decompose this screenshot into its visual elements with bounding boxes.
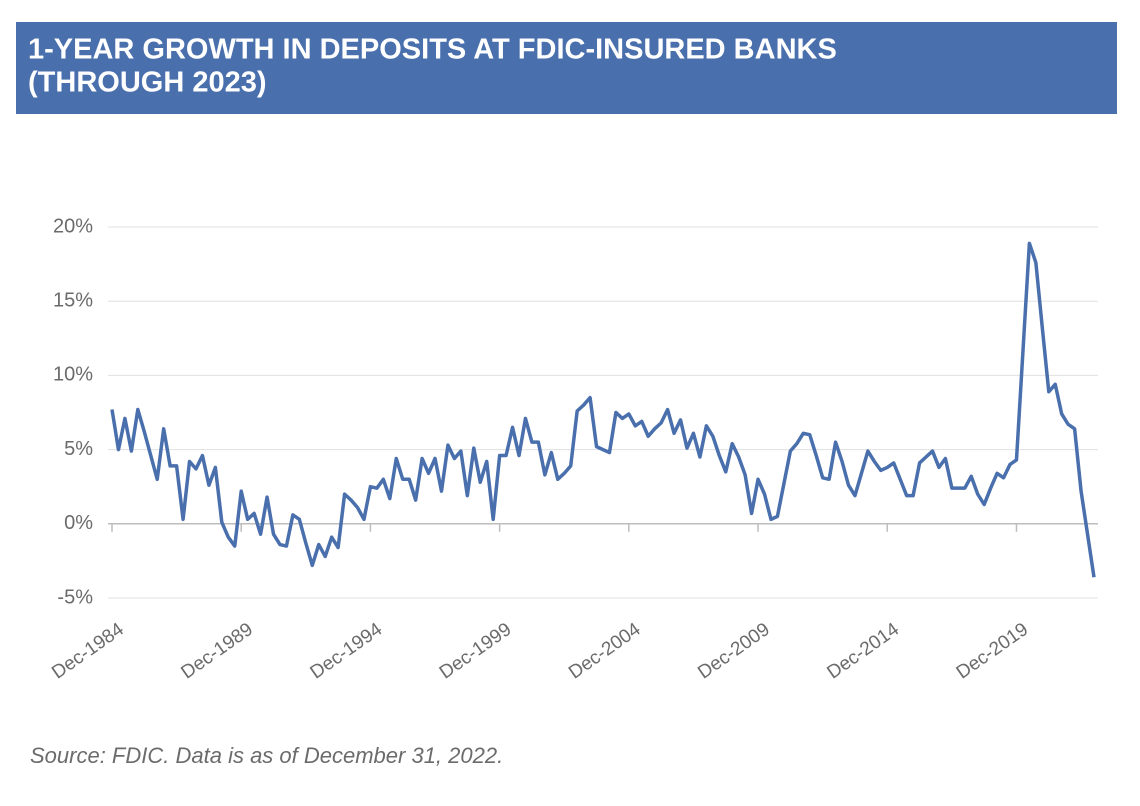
- y-tick-label: 20%: [53, 215, 93, 237]
- y-tick-label: 15%: [53, 289, 93, 311]
- title-band: [16, 22, 1117, 114]
- x-tick-label: Dec-2009: [694, 619, 774, 683]
- x-tick-label: Dec-1984: [48, 619, 128, 684]
- data-line: [110, 241, 1096, 578]
- x-tick-label: Dec-2019: [953, 619, 1033, 683]
- source-note: Source: FDIC. Data is as of December 31,…: [30, 743, 503, 768]
- y-tick-label: 5%: [64, 438, 93, 460]
- x-tick-label: Dec-1989: [177, 619, 257, 683]
- y-tick-label: 0%: [64, 512, 93, 534]
- x-tick-label: Dec-1994: [307, 619, 387, 684]
- x-tick-label: Dec-2004: [565, 619, 645, 684]
- chart-title: (THROUGH 2023): [28, 67, 267, 99]
- x-tick-label: Dec-2014: [823, 619, 903, 684]
- chart-title: 1-YEAR GROWTH IN DEPOSITS AT FDIC-INSURE…: [28, 34, 837, 66]
- y-tick-label: 10%: [53, 364, 93, 386]
- y-tick-label: -5%: [57, 586, 93, 608]
- x-tick-label: Dec-1999: [436, 619, 516, 683]
